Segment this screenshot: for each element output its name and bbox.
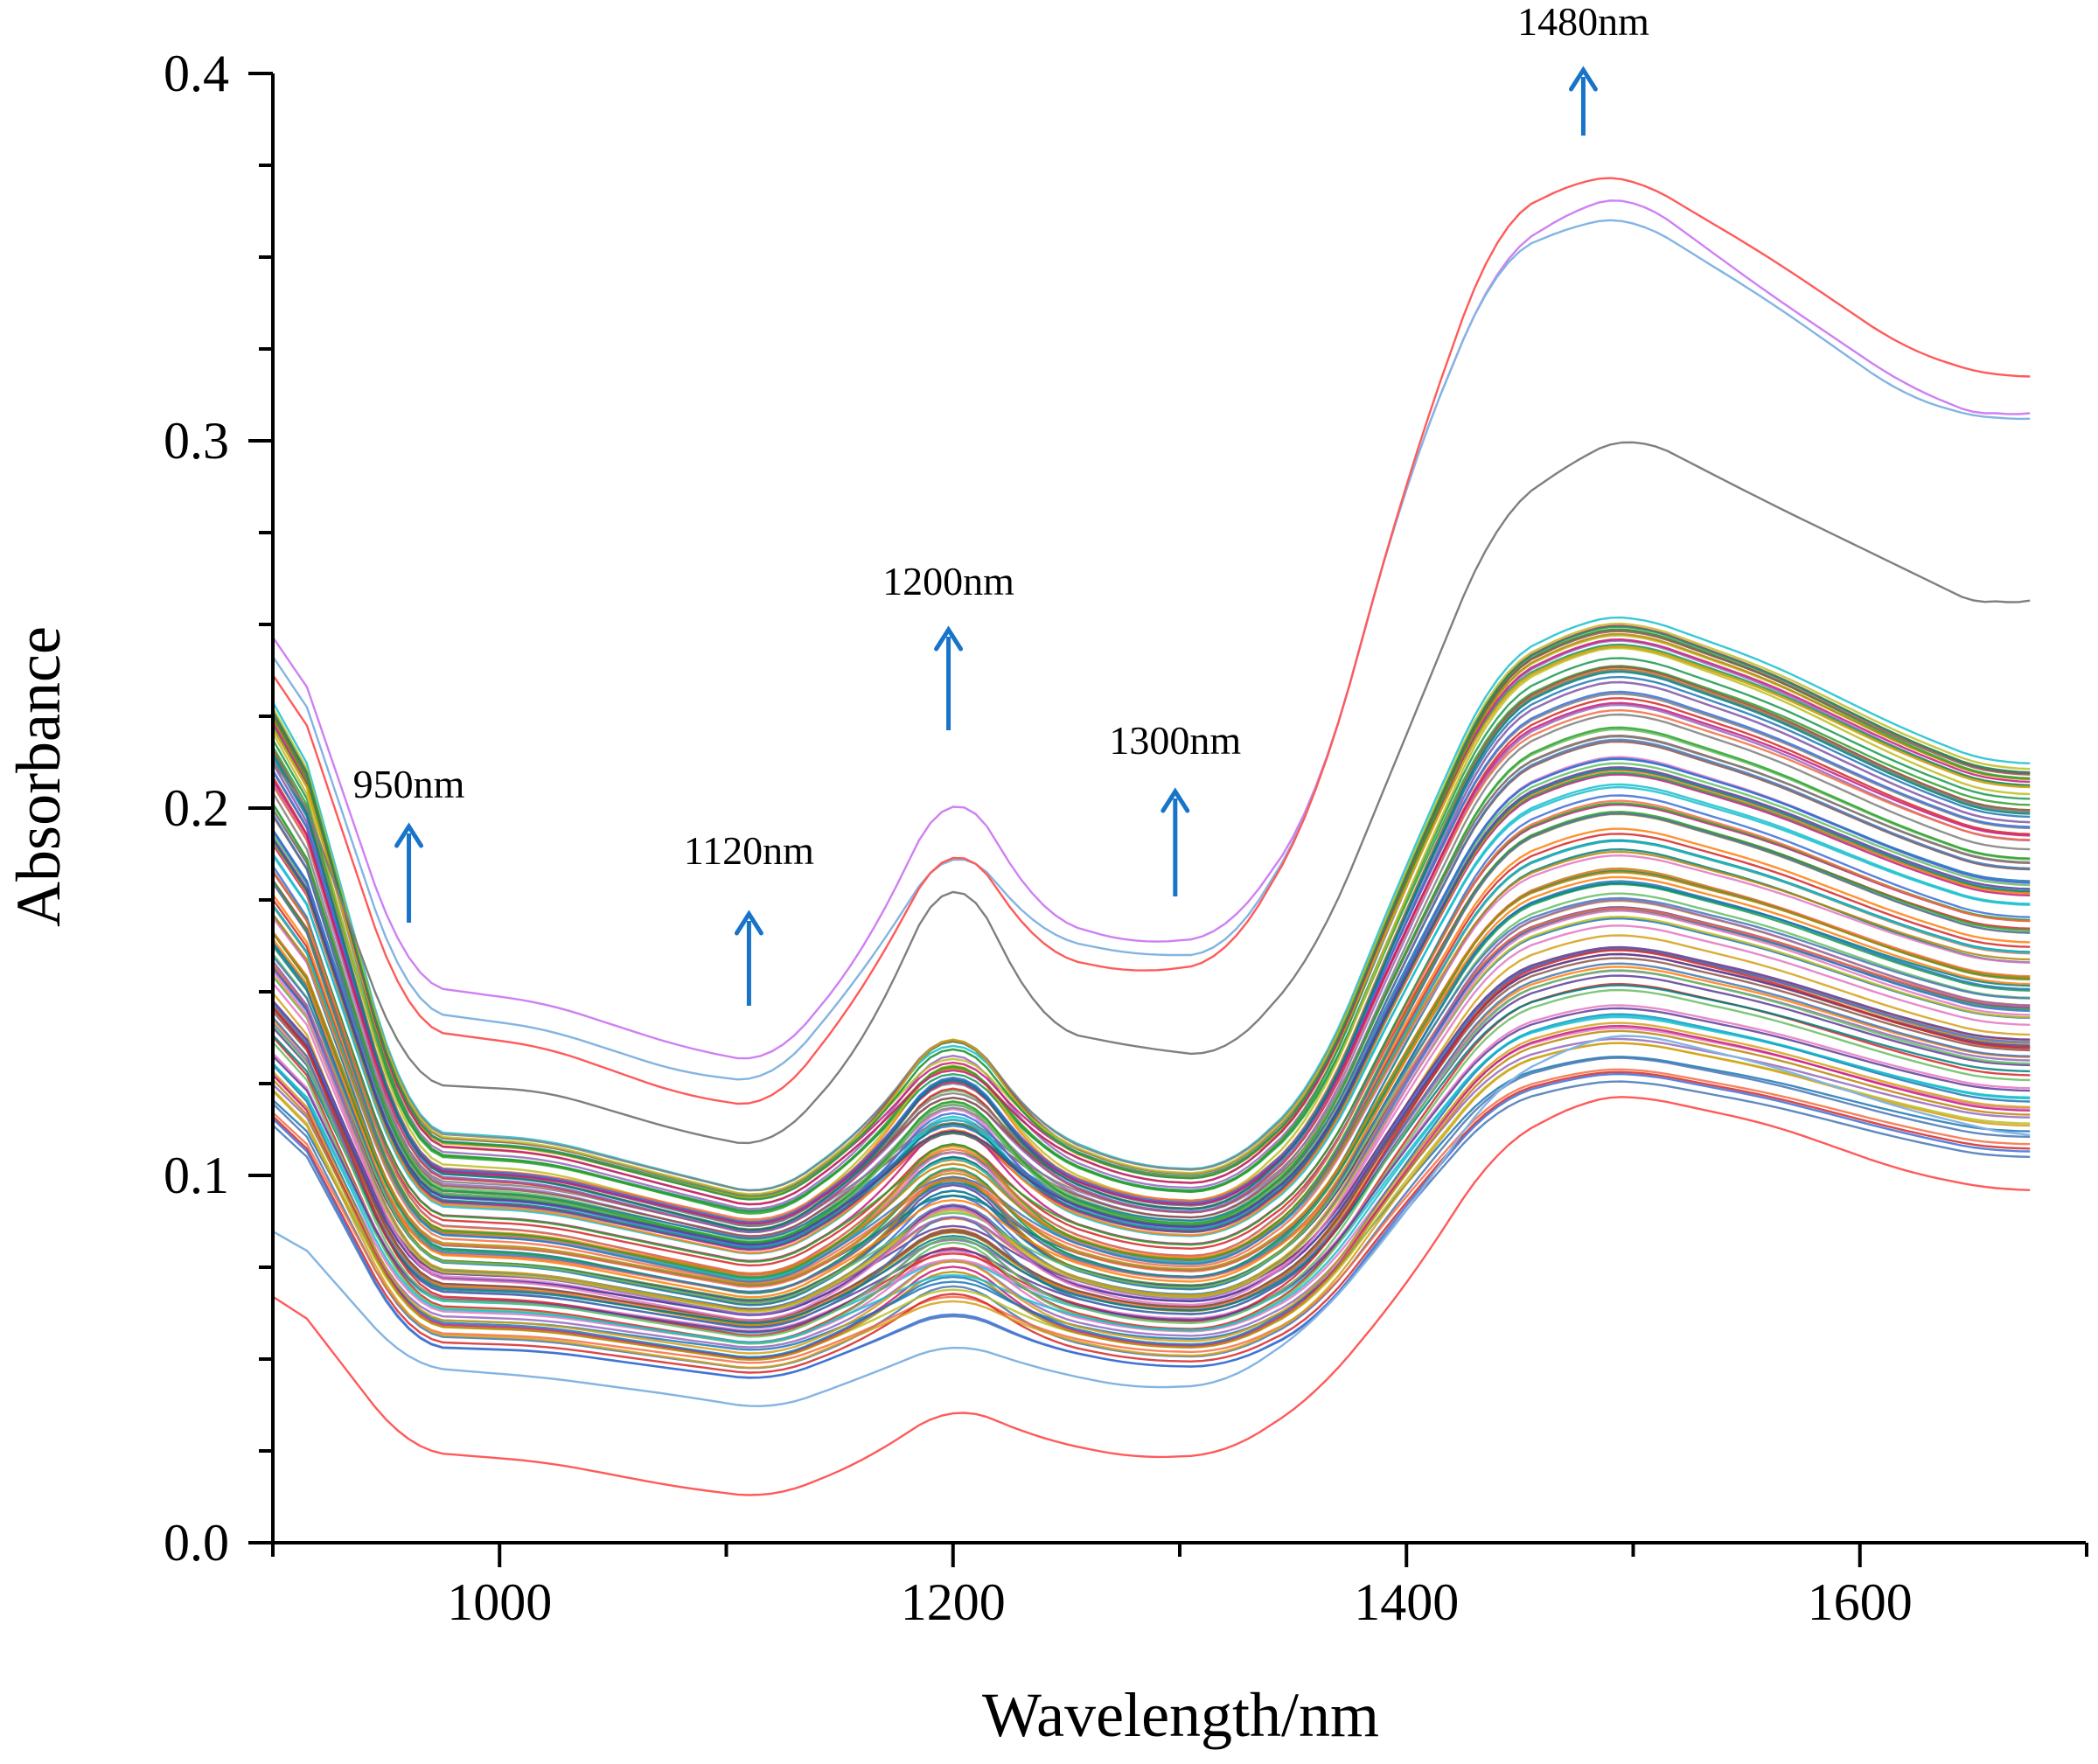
spectrum-line	[272, 840, 2031, 1285]
spectrum-line	[272, 910, 2031, 1321]
arrow-head-icon	[394, 822, 424, 848]
spectrum-line-outlier-3	[272, 177, 2031, 1105]
spectra-lines	[271, 177, 2031, 1496]
spectrum-line	[271, 690, 2031, 1224]
spectrum-line	[272, 966, 2031, 1323]
y-axis-title: Absorbance	[3, 626, 73, 927]
spectrum-line	[271, 643, 2031, 1198]
spectrum-line	[272, 907, 2031, 1294]
spectrum-line	[272, 768, 2031, 1250]
x-tick-label: 1400	[1354, 1573, 1459, 1631]
annotation-label: 1200nm	[882, 559, 1014, 603]
spectrum-line-outlier-4	[272, 441, 2031, 1145]
spectrum-line	[271, 625, 2031, 1201]
spectrum-line	[272, 1070, 2031, 1374]
spectrum-line	[272, 1007, 2031, 1333]
spectrum-line	[271, 769, 2031, 1254]
spectrum-line	[272, 896, 2031, 1293]
spectrum-line	[271, 628, 2031, 1192]
spectrum-line	[272, 1042, 2031, 1369]
x-axis-title: Wavelength/nm	[982, 1680, 1379, 1750]
spectrum-line	[272, 952, 2031, 1316]
spectrum-line	[272, 773, 2031, 1251]
spectrum-line	[272, 957, 2031, 1321]
spectrum-line	[272, 1021, 2031, 1355]
spectrum-line	[272, 766, 2031, 1246]
arrow-head-icon	[1568, 66, 1598, 92]
y-tick-label: 0.2	[164, 779, 229, 837]
spectrum-line	[272, 802, 2031, 1263]
spectrum-line	[272, 811, 2031, 1279]
x-tick-label: 1000	[447, 1573, 552, 1631]
spectrum-line	[271, 708, 2031, 1221]
spectrum-line	[272, 916, 2031, 1313]
peak-annotations: 950nm 1120nm 1200nm 1300nm 1480nm	[353, 0, 1649, 1006]
annotation-label: 1120nm	[684, 828, 814, 873]
y-tick-label: 0.3	[164, 412, 229, 470]
x-tick-label: 1600	[1808, 1573, 1913, 1631]
arrow-head-icon	[1161, 787, 1190, 813]
y-tick-label: 0.4	[164, 45, 229, 102]
x-axis-ticks: 1000 1200 1400 1600	[271, 1543, 2088, 1631]
spectrum-line	[272, 898, 2031, 1315]
spectrum-line	[272, 984, 2031, 1324]
spectrum-line-outlier-6	[272, 1096, 2031, 1496]
annotation-1480nm: 1480nm	[1517, 0, 1649, 136]
spectrum-line	[272, 868, 2031, 1288]
annotation-1120nm: 1120nm	[684, 828, 814, 1006]
y-tick-label: 0.1	[164, 1147, 229, 1204]
annotation-1200nm: 1200nm	[882, 559, 1014, 730]
spectrum-line	[272, 969, 2031, 1338]
spectrum-line	[272, 962, 2031, 1329]
spectrum-line	[271, 670, 2031, 1231]
spectrum-line	[272, 799, 2031, 1275]
annotation-label: 1300nm	[1109, 718, 1241, 763]
spectrum-line	[271, 639, 2031, 1210]
spectrum-line-outlier-1	[272, 199, 2031, 1060]
spectrum-line	[272, 1029, 2031, 1361]
annotation-label: 1480nm	[1517, 0, 1649, 44]
spectrum-line	[272, 892, 2031, 1304]
spectrum-line	[271, 622, 2031, 1196]
spectrum-line	[271, 680, 2031, 1233]
spectrum-line	[272, 1072, 2031, 1379]
annotation-1300nm: 1300nm	[1109, 718, 1241, 896]
spectrum-line-outlier-2	[272, 219, 2031, 1081]
arrow-head-icon	[934, 625, 964, 652]
spectrum-line	[272, 1068, 2031, 1364]
spectrum-line	[271, 701, 2031, 1225]
spectrum-line	[272, 1014, 2031, 1343]
arrow-head-icon	[734, 910, 763, 936]
annotation-950nm: 950nm	[353, 762, 465, 923]
spectrum-line	[272, 880, 2031, 1307]
spectrum-line	[272, 875, 2031, 1299]
y-axis-ticks: 0.0 0.1 0.2 0.3 0.4	[164, 45, 273, 1572]
annotation-label: 950nm	[353, 762, 465, 806]
x-tick-label: 1200	[901, 1573, 1006, 1631]
spectrum-line	[272, 871, 2031, 1286]
spectrum-line-outlier-5	[272, 1035, 2031, 1407]
spectrum-line	[272, 783, 2031, 1255]
spectrum-line	[272, 1024, 2031, 1360]
y-tick-label: 0.0	[164, 1514, 229, 1572]
spectrum-line	[271, 697, 2031, 1233]
spectrum-line	[272, 812, 2031, 1283]
spectrum-line	[271, 726, 2031, 1244]
